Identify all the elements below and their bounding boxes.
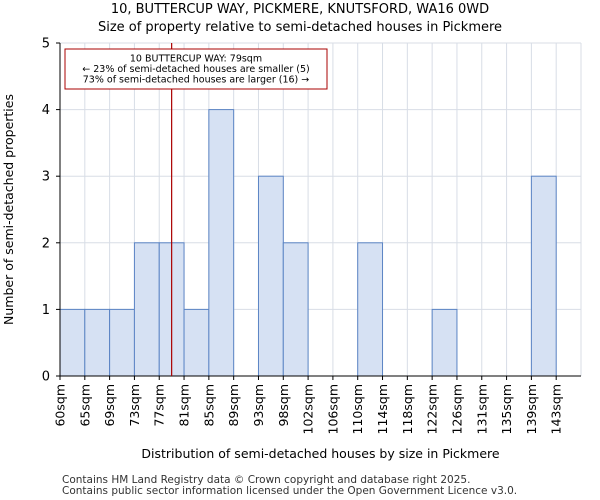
x-tick-label: 118sqm xyxy=(400,384,415,434)
x-tick-label: 110sqm xyxy=(350,384,365,434)
x-tick-label: 106sqm xyxy=(325,384,340,434)
x-tick-label: 102sqm xyxy=(301,384,316,434)
x-tick-label: 122sqm xyxy=(425,384,440,434)
histogram-bar xyxy=(257,175,284,377)
histogram-bar xyxy=(431,308,458,377)
histogram-bar xyxy=(282,242,309,377)
histogram-bar xyxy=(357,242,384,377)
annotation-line-3: 73% of semi-detached houses are larger (… xyxy=(83,75,310,86)
x-tick-label: 65sqm xyxy=(77,384,92,427)
chart-subtitle: Size of property relative to semi-detach… xyxy=(97,20,503,35)
y-tick-label: 4 xyxy=(42,103,50,118)
annotation-line-2: ← 23% of semi-detached houses are smalle… xyxy=(82,64,310,75)
histogram-bar xyxy=(59,308,86,377)
histogram-bar xyxy=(84,308,111,377)
histogram-bar xyxy=(109,308,135,377)
x-tick-label: 77sqm xyxy=(152,384,167,427)
x-tick-label: 98sqm xyxy=(276,384,291,427)
y-tick-label: 2 xyxy=(42,236,50,251)
y-tick-label: 0 xyxy=(42,370,50,385)
y-tick-label: 5 xyxy=(42,37,50,52)
histogram-chart: 0 1 2 3 4 5 60sqm 65sqm 69sqm 73sqm 77sqm 81sqm 85sq… xyxy=(1,37,582,461)
histogram-bar xyxy=(208,109,235,377)
x-tick-label: 139sqm xyxy=(524,384,539,434)
histogram-bar xyxy=(530,175,557,377)
histogram-bar xyxy=(133,242,160,377)
x-tick-label: 69sqm xyxy=(102,384,117,427)
chart-title: 10, BUTTERCUP WAY, PICKMERE, KNUTSFORD, … xyxy=(110,2,490,17)
x-tick-label: 85sqm xyxy=(201,384,216,427)
x-tick-label: 60sqm xyxy=(53,384,68,427)
x-tick-label: 93sqm xyxy=(251,384,266,427)
y-axis-label: Number of semi-detached properties xyxy=(1,94,16,325)
x-tick-label: 81sqm xyxy=(177,384,192,427)
histogram-bar xyxy=(183,308,210,377)
footer-licence: Contains public sector information licen… xyxy=(62,485,518,497)
x-axis-label: Distribution of semi-detached houses by … xyxy=(141,446,500,461)
x-tick-label: 73sqm xyxy=(127,384,142,427)
y-tick-label: 1 xyxy=(42,303,50,318)
x-tick-label: 135sqm xyxy=(499,384,514,434)
x-tick-label: 89sqm xyxy=(226,384,241,427)
x-tick-label: 131sqm xyxy=(474,384,489,434)
x-tick-label: 126sqm xyxy=(449,384,464,434)
footer-copyright: Contains HM Land Registry data © Crown c… xyxy=(62,474,471,486)
x-tick-label: 114sqm xyxy=(375,384,390,434)
y-tick-label: 3 xyxy=(42,170,50,185)
annotation-line-1: 10 BUTTERCUP WAY: 79sqm xyxy=(130,54,262,65)
x-tick-label: 143sqm xyxy=(549,384,564,434)
annotation-box xyxy=(64,48,328,90)
